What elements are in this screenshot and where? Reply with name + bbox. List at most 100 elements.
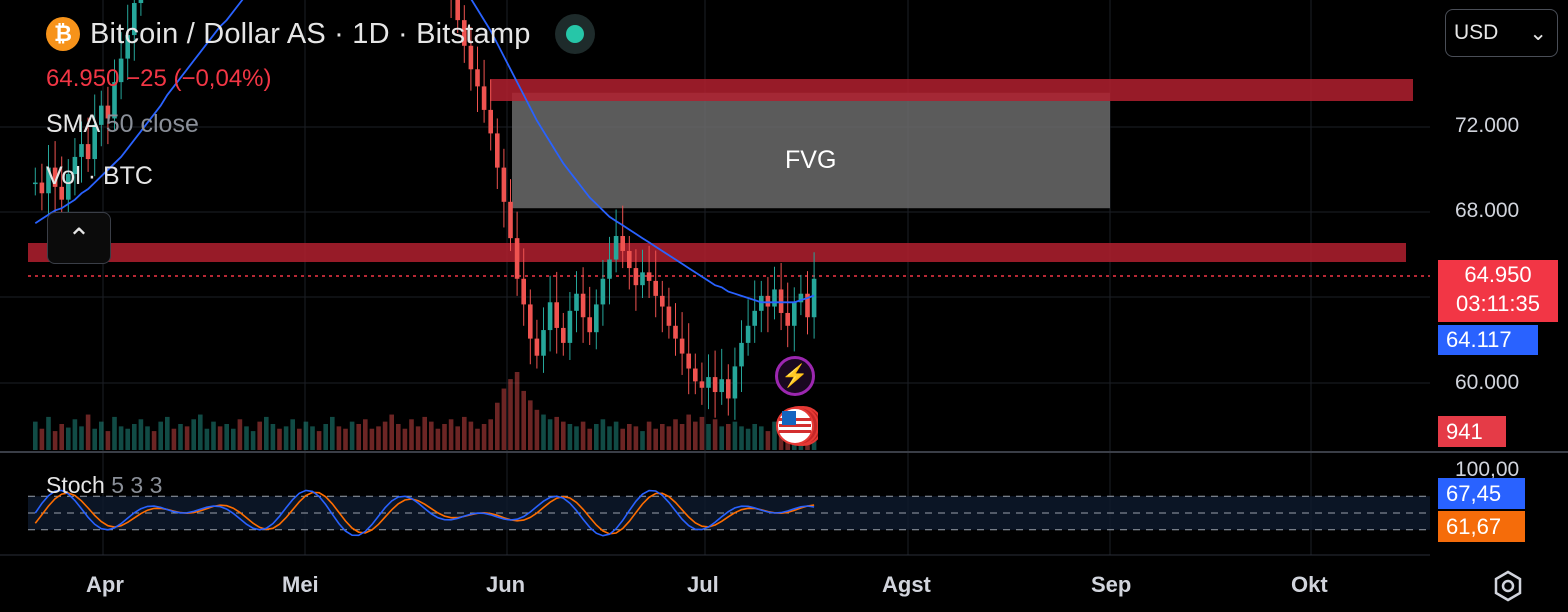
volume-bar	[772, 421, 777, 450]
lightning-event-icon[interactable]: ⚡	[775, 356, 815, 396]
volume-bar	[547, 419, 553, 450]
fvg-label: FVG	[785, 146, 837, 174]
candle-body	[85, 144, 91, 160]
candle-body	[528, 304, 533, 339]
volume-bar	[640, 431, 645, 450]
volume-legend[interactable]: Vol · BTC	[46, 162, 153, 190]
resistance-zone	[490, 79, 1413, 101]
stoch-k-line	[34, 489, 815, 537]
volume-bar	[607, 426, 612, 450]
collapse-legend-button[interactable]: ⌃	[47, 212, 111, 264]
volume-bar	[105, 431, 111, 450]
volume-bar	[316, 431, 322, 450]
volume-bar	[310, 426, 315, 450]
candle-body	[132, 3, 137, 36]
candle-body	[811, 278, 817, 318]
volume-bar	[462, 416, 467, 450]
candle-body	[547, 302, 553, 331]
candle-body	[39, 182, 45, 194]
stoch-params: 5 3 3	[111, 472, 163, 498]
sma-legend[interactable]: SMA 50 close	[46, 110, 199, 139]
candle-body	[118, 58, 124, 83]
symbol-title[interactable]: Bitcoin / Dollar AS · 1D · Bitstamp	[90, 17, 531, 50]
candle-body	[785, 312, 790, 326]
volume-value-tag: 941	[1438, 416, 1506, 447]
market-open-icon[interactable]	[554, 14, 595, 54]
candle-body	[745, 325, 751, 343]
candle-body	[666, 306, 672, 326]
candle-body	[765, 295, 771, 307]
candle-body	[679, 338, 685, 354]
candle-body	[772, 289, 777, 307]
volume-bar	[620, 428, 625, 450]
stoch-band	[28, 496, 1430, 530]
candle-body	[699, 381, 705, 388]
volume-bar	[435, 428, 441, 450]
volume-bar	[191, 419, 196, 450]
candle-body	[600, 278, 606, 305]
volume-bar	[376, 426, 381, 450]
stoch-axis-label: 100,00	[1455, 458, 1520, 481]
volume-bar	[600, 419, 606, 450]
candle-body	[607, 259, 612, 279]
volume-bar	[151, 431, 157, 450]
us-flag-event-icon[interactable]	[776, 405, 818, 447]
volume-bar	[765, 431, 771, 450]
volume-bar	[39, 428, 45, 450]
candle-body	[726, 379, 731, 399]
candle-body	[514, 238, 520, 279]
volume-bar	[204, 428, 210, 450]
sma-value-tag: 64.117	[1438, 325, 1538, 355]
volume-bar	[613, 421, 619, 450]
stoch-label: Stoch	[46, 472, 105, 498]
candle-body	[541, 330, 546, 356]
candle-body	[455, 0, 460, 21]
candle-body	[567, 310, 573, 343]
volume-bar	[33, 421, 38, 450]
volume-bar	[706, 424, 711, 450]
candle-body	[620, 236, 625, 251]
currency-select[interactable]: USD ⌄	[1445, 9, 1558, 57]
volume-bar	[303, 421, 309, 450]
volume-bar	[46, 416, 51, 450]
countdown-value: 03:11:35	[1455, 291, 1540, 316]
candle-body	[653, 280, 658, 296]
candle-body	[72, 156, 78, 175]
candle-body	[481, 86, 487, 110]
volume-bar	[627, 424, 632, 450]
volume-bars	[33, 372, 817, 450]
volume-bar	[455, 426, 460, 450]
volume-bar	[297, 428, 302, 450]
volume-bar	[587, 428, 592, 450]
candle-body	[501, 167, 507, 202]
volume-bar	[250, 431, 256, 450]
stoch-k-tag: 67,45	[1438, 478, 1525, 509]
candle-body	[462, 20, 467, 46]
volume-bar	[528, 400, 533, 450]
stoch-legend[interactable]: Stoch 5 3 3	[46, 472, 162, 499]
settings-icon[interactable]	[1490, 568, 1526, 604]
candle-body	[99, 105, 104, 125]
candle-body	[33, 182, 38, 185]
fvg-box	[512, 92, 1110, 209]
candle-body	[521, 278, 526, 305]
volume-bar	[481, 424, 487, 450]
candle-body	[495, 133, 500, 168]
volume-bar	[270, 424, 276, 450]
volume-bar	[739, 426, 744, 450]
price-axis-label: 68.000	[1455, 199, 1520, 222]
bitcoin-icon: ₿	[46, 17, 80, 51]
candle-body	[613, 236, 619, 260]
stoch-d-tag: 61,67	[1438, 511, 1525, 542]
volume-bar	[673, 419, 678, 450]
volume-bar	[382, 421, 388, 450]
volume-bar	[330, 416, 335, 450]
stoch-pane	[28, 489, 1430, 537]
candle-body	[574, 293, 579, 311]
volume-bar	[712, 419, 718, 450]
candle-body	[640, 272, 645, 286]
candle-body	[712, 377, 718, 393]
candle-body	[52, 167, 58, 187]
chart-header: ₿ Bitcoin / Dollar AS · 1D · Bitstamp	[46, 14, 595, 54]
